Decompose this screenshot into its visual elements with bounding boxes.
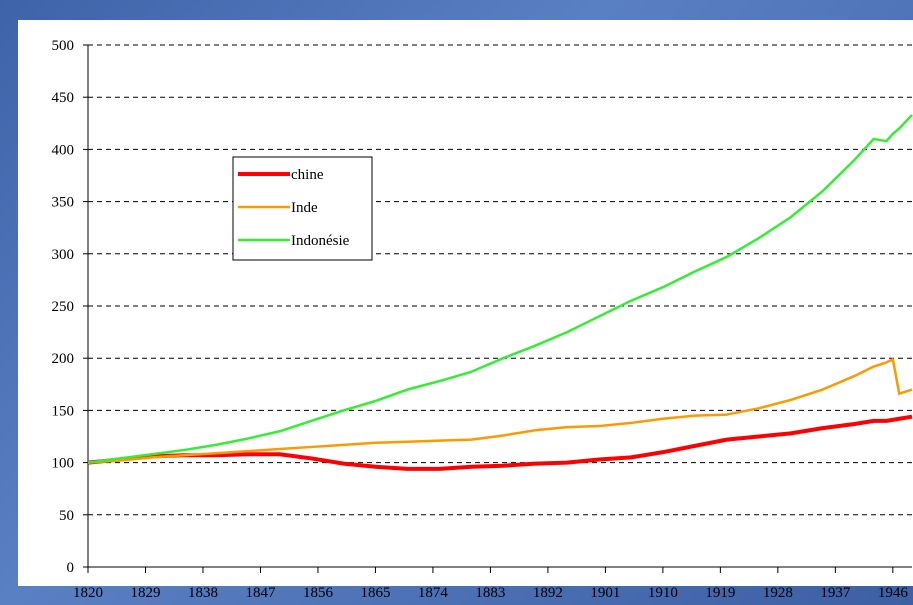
y-tick-label: 50 xyxy=(59,508,74,524)
legend-label: Inde xyxy=(291,200,318,216)
series-line xyxy=(87,114,913,464)
y-tick-label: 250 xyxy=(52,299,75,315)
x-tick-label: 1838 xyxy=(188,585,218,601)
x-tick-label: 1847 xyxy=(245,585,276,601)
y-tick-label: 150 xyxy=(52,403,75,419)
x-tick-label: 1856 xyxy=(303,585,334,601)
legend-label: Indonésie xyxy=(291,233,350,249)
x-tick-label: 1937 xyxy=(820,585,851,601)
y-tick-label: 450 xyxy=(52,90,75,106)
y-tick-label: 200 xyxy=(52,351,75,367)
y-tick-label: 300 xyxy=(52,247,75,263)
y-tick-label: 100 xyxy=(52,456,75,472)
x-tick-label: 1910 xyxy=(648,585,678,601)
y-tick-label: 350 xyxy=(52,195,75,211)
series-line xyxy=(87,414,913,471)
x-tick-label: 1928 xyxy=(763,585,793,601)
x-tick-label: 1946 xyxy=(878,585,909,601)
x-tick-label: 1919 xyxy=(705,585,735,601)
y-tick-label: 500 xyxy=(52,38,75,54)
legend-label: chine xyxy=(291,167,324,183)
x-tick-label: 1892 xyxy=(533,585,563,601)
plot-panel xyxy=(18,20,913,586)
x-tick-label: 1883 xyxy=(475,585,505,601)
y-tick-label: 400 xyxy=(52,142,75,158)
y-tick-label: 0 xyxy=(67,560,75,576)
x-tick-label: 1829 xyxy=(130,585,160,601)
x-tick-label: 1820 xyxy=(73,585,103,601)
x-tick-label: 1865 xyxy=(360,585,390,601)
x-tick-label: 1901 xyxy=(590,585,620,601)
series-line xyxy=(87,357,913,464)
x-tick-label: 1874 xyxy=(418,585,449,601)
